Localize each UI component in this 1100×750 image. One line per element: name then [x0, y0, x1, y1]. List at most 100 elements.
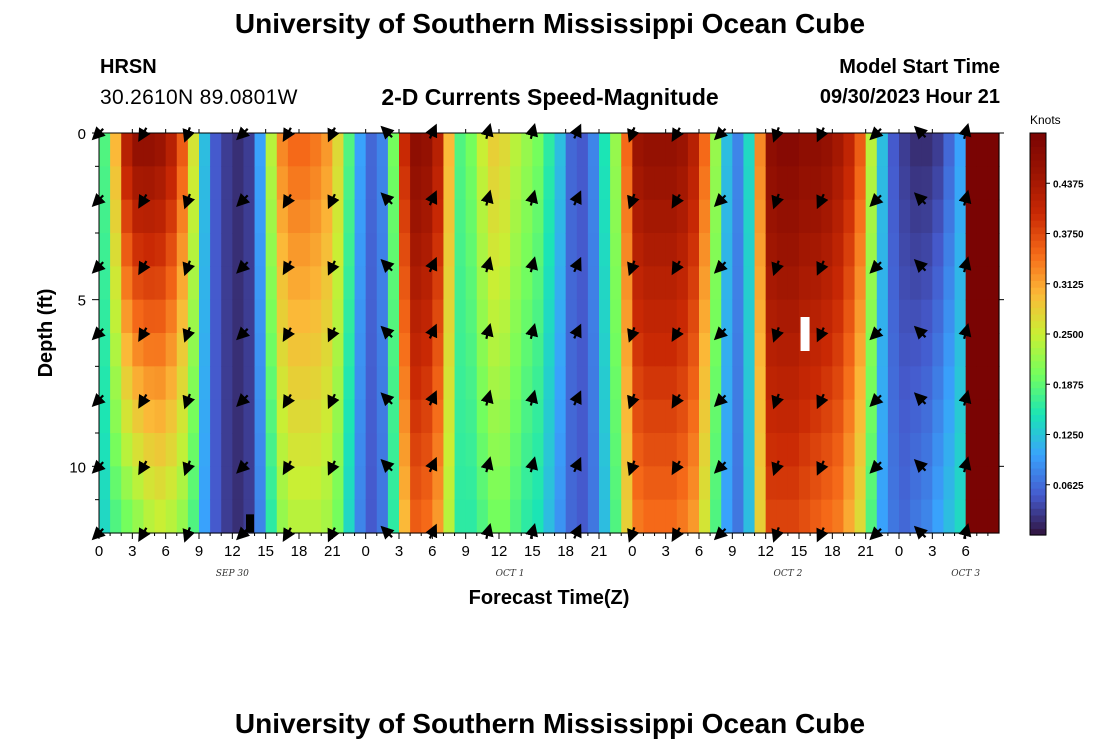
heatmap-cell — [110, 133, 122, 167]
heatmap-cell — [132, 266, 145, 301]
heatmap-cell — [921, 499, 933, 534]
heatmap-cell — [132, 499, 145, 534]
heatmap-cell — [932, 333, 945, 367]
heatmap-cell — [921, 433, 933, 467]
heatmap-cell — [487, 233, 500, 267]
heatmap-cell — [99, 333, 111, 367]
heatmap-cell — [132, 233, 145, 267]
heatmap-cell — [854, 199, 867, 234]
current-arrow — [282, 193, 296, 209]
heatmap-cell — [687, 433, 700, 467]
heatmap-cell — [787, 199, 800, 234]
heatmap-cell — [321, 166, 333, 201]
current-arrow — [182, 193, 196, 210]
heatmap-cell — [265, 166, 278, 201]
heatmap-cell — [221, 133, 233, 167]
current-arrow — [327, 193, 340, 210]
colorbar-segment — [1030, 200, 1046, 208]
heatmap-cell — [787, 433, 800, 467]
heatmap-cell — [199, 333, 211, 367]
heatmap-cell — [299, 166, 311, 201]
heatmap-cell — [765, 433, 778, 467]
heatmap-cell — [399, 266, 411, 301]
heatmap-cell — [476, 499, 489, 534]
heatmap-cell — [410, 199, 422, 234]
heatmap-cell — [554, 166, 567, 201]
heatmap-cell — [599, 166, 611, 201]
heatmap-cell — [821, 299, 833, 334]
heatmap-cell — [643, 199, 656, 234]
heatmap-cell — [143, 233, 156, 267]
heatmap-cell — [954, 166, 967, 201]
heatmap-cell — [354, 366, 367, 401]
colorbar-segment — [1030, 226, 1046, 235]
heatmap-cell — [921, 333, 933, 367]
colorbar-segment — [1030, 474, 1046, 482]
heatmap-cell — [876, 166, 889, 201]
heatmap-cell — [621, 233, 633, 267]
colorbar-segment — [1030, 367, 1046, 375]
heatmap-cell — [287, 133, 300, 167]
heatmap-cell — [954, 133, 967, 167]
heatmap-cell — [421, 333, 433, 367]
heatmap-cell — [343, 199, 356, 234]
heatmap-cell — [399, 366, 411, 401]
current-arrow — [480, 256, 494, 273]
colorbar-segment — [1030, 488, 1046, 496]
colorbar-segment — [1030, 380, 1046, 389]
heatmap-cell — [132, 399, 145, 434]
heatmap-cell — [965, 333, 978, 367]
heatmap-cell — [487, 199, 500, 234]
heatmap-cell — [832, 266, 845, 301]
heatmap-cell — [932, 199, 945, 234]
heatmap-cell — [710, 333, 722, 367]
heatmap-cell — [865, 366, 878, 401]
heatmap-cell — [465, 199, 478, 234]
heatmap-cell — [165, 199, 178, 234]
heatmap-cell — [743, 333, 756, 367]
heatmap-cell — [399, 333, 411, 367]
heatmap-cell — [665, 333, 678, 367]
heatmap-cell — [221, 399, 233, 434]
heatmap-cell — [187, 133, 200, 167]
heatmap-cell — [899, 333, 911, 367]
heatmap-cell — [721, 399, 733, 434]
heatmap-cell — [565, 233, 578, 267]
heatmap-cell — [310, 333, 322, 367]
current-arrow — [182, 260, 196, 277]
current-arrow — [569, 256, 582, 273]
heatmap-cell — [387, 166, 400, 201]
heatmap-cell — [943, 333, 956, 367]
heatmap-cell — [243, 133, 256, 167]
heatmap-cell — [721, 499, 733, 534]
heatmap-cell — [176, 333, 189, 367]
heatmap-cell — [543, 199, 556, 234]
heatmap-cell — [376, 333, 389, 367]
heatmap-cell — [976, 499, 989, 534]
heatmap-cell — [454, 199, 467, 234]
heatmap-cell — [121, 199, 133, 234]
heatmap-cell — [643, 499, 656, 534]
heatmap-cell — [310, 133, 322, 167]
heatmap-cell — [254, 433, 267, 467]
heatmap-cell — [810, 166, 822, 201]
heatmap-cell — [654, 433, 667, 467]
heatmap-cell — [421, 133, 433, 167]
heatmap-cell — [676, 433, 689, 467]
heatmap-cell — [287, 266, 300, 301]
heatmap-cell — [176, 366, 189, 401]
heatmap-cell — [121, 233, 133, 267]
heatmap-cell — [387, 499, 400, 534]
colorbar-segment — [1030, 146, 1046, 154]
heatmap-cell — [476, 366, 489, 401]
heatmap-cell — [154, 399, 167, 434]
heatmap-cell — [987, 266, 1000, 301]
heatmap-cell — [721, 233, 733, 267]
heatmap-cell — [665, 499, 678, 534]
heatmap-cell — [454, 166, 467, 201]
heatmap-cell — [532, 166, 545, 201]
current-arrow — [236, 459, 251, 474]
colorbar-segment — [1030, 334, 1046, 342]
heatmap-cell — [810, 266, 822, 301]
heatmap-cell — [643, 133, 656, 167]
